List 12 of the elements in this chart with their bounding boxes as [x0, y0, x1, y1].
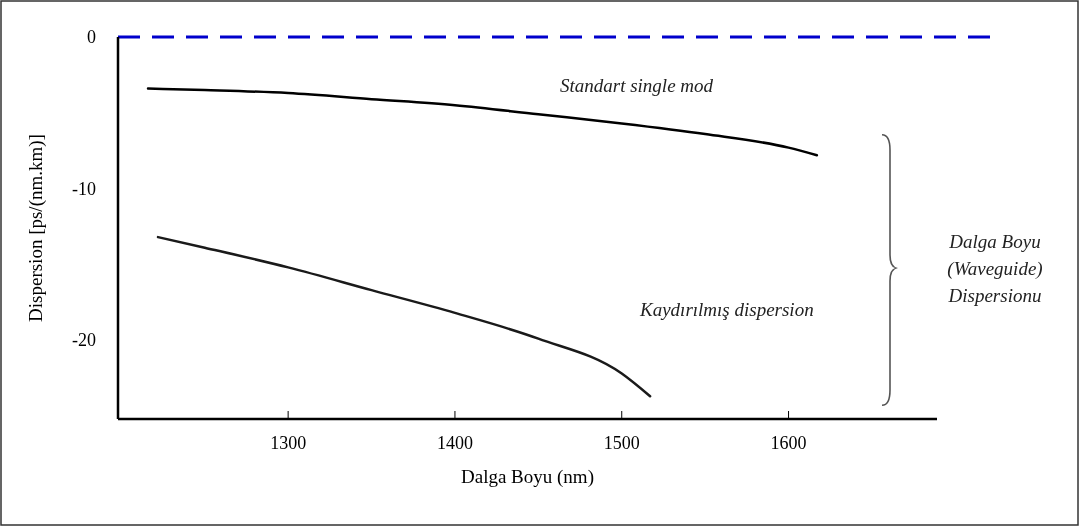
x-axis-title: Dalga Boyu (nm) [461, 466, 594, 488]
y-tick-label: -10 [72, 178, 96, 199]
text: Dalga Boyu (Waveguide) Dispersionu [947, 231, 1043, 306]
y-tick-label: -20 [72, 330, 96, 351]
series-label: Standart single mod [560, 75, 714, 96]
text: Kaydırılmış dispersion [639, 299, 814, 320]
x-tick-label: 1600 [770, 433, 807, 453]
x-tick-label: 1300 [270, 433, 307, 453]
x-tick-label: 1400 [436, 433, 473, 453]
x-tick-label: 1500 [603, 433, 640, 453]
y-axis-title: Dispersion [ps/(nm.km)] [25, 134, 47, 322]
y-tick-label: 0 [87, 27, 96, 47]
